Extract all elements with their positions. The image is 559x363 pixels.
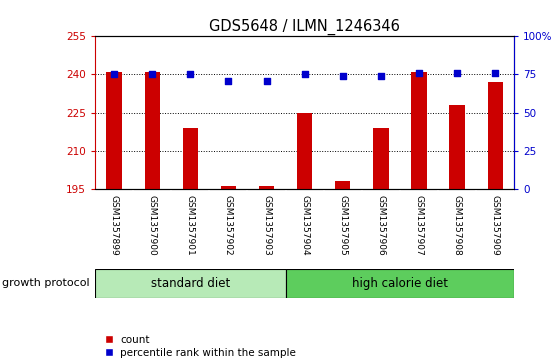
Bar [259, 186, 274, 189]
Bar [106, 72, 122, 189]
Point [186, 72, 195, 77]
Bar [183, 128, 198, 189]
Text: GSM1357905: GSM1357905 [338, 195, 347, 256]
Text: GSM1357904: GSM1357904 [300, 195, 309, 256]
Title: GDS5648 / ILMN_1246346: GDS5648 / ILMN_1246346 [209, 19, 400, 35]
Bar [487, 82, 503, 189]
Bar [411, 72, 427, 189]
Text: GSM1357903: GSM1357903 [262, 195, 271, 256]
Point [262, 78, 271, 83]
Bar [373, 128, 389, 189]
Text: standard diet: standard diet [151, 277, 230, 290]
Bar [297, 113, 312, 189]
Point [453, 70, 462, 76]
Text: GSM1357907: GSM1357907 [414, 195, 424, 256]
Text: GSM1357902: GSM1357902 [224, 195, 233, 256]
Text: growth protocol: growth protocol [2, 278, 89, 288]
Text: GSM1357900: GSM1357900 [148, 195, 157, 256]
Bar [145, 72, 160, 189]
Point [415, 70, 424, 76]
Legend: count, percentile rank within the sample: count, percentile rank within the sample [106, 335, 296, 358]
Text: GSM1357906: GSM1357906 [376, 195, 385, 256]
FancyBboxPatch shape [286, 269, 514, 298]
Text: high calorie diet: high calorie diet [352, 277, 448, 290]
Bar [221, 186, 236, 189]
Text: GSM1357909: GSM1357909 [491, 195, 500, 256]
Text: GSM1357901: GSM1357901 [186, 195, 195, 256]
Point [224, 78, 233, 83]
FancyBboxPatch shape [95, 269, 286, 298]
Point [110, 72, 119, 77]
Point [338, 73, 347, 79]
Point [376, 73, 385, 79]
Point [300, 72, 309, 77]
Text: GSM1357908: GSM1357908 [453, 195, 462, 256]
Bar [335, 181, 350, 189]
Text: GSM1357899: GSM1357899 [110, 195, 119, 256]
Bar [449, 105, 465, 189]
Point [148, 72, 157, 77]
Point [491, 70, 500, 76]
